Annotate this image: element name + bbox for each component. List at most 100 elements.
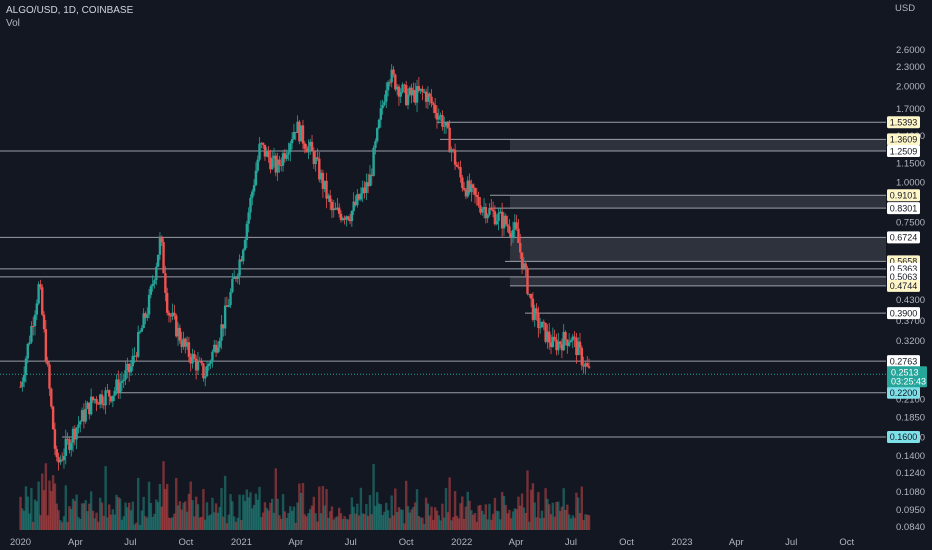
candle-body bbox=[490, 208, 493, 210]
candle-body bbox=[576, 341, 580, 356]
candle-body bbox=[548, 331, 551, 343]
candle-body bbox=[66, 438, 69, 440]
candle-body bbox=[33, 314, 37, 327]
volume-bar bbox=[193, 516, 196, 530]
candle-body bbox=[481, 208, 484, 213]
volume-bar bbox=[138, 524, 142, 530]
volume-bar bbox=[258, 486, 261, 530]
volume-bar bbox=[120, 519, 124, 530]
candle-body bbox=[327, 195, 330, 199]
volume-bar bbox=[280, 518, 283, 530]
candle-body bbox=[106, 390, 109, 392]
candle-body bbox=[328, 195, 332, 202]
volume-bar bbox=[33, 499, 37, 530]
candle-body bbox=[473, 187, 477, 195]
candle-body bbox=[37, 284, 40, 304]
volume-bar bbox=[459, 503, 462, 530]
candle-body bbox=[73, 428, 77, 440]
candle-body bbox=[332, 208, 335, 211]
candle-body bbox=[305, 148, 308, 153]
volume-bar bbox=[298, 483, 301, 530]
volume-bar bbox=[486, 519, 489, 530]
candle-body bbox=[196, 361, 200, 371]
volume-bar bbox=[252, 504, 256, 530]
candle-body bbox=[535, 308, 538, 313]
volume-bar bbox=[305, 516, 308, 530]
volume-bar bbox=[44, 463, 48, 530]
volume-bar bbox=[137, 477, 140, 530]
candle-body bbox=[560, 344, 564, 351]
volume-bar bbox=[330, 506, 334, 530]
volume-bar bbox=[97, 521, 100, 530]
candle-body bbox=[256, 159, 259, 171]
candle-body bbox=[397, 86, 401, 97]
candle-body bbox=[359, 193, 363, 200]
volume-bar bbox=[510, 518, 513, 530]
candle-body bbox=[337, 207, 341, 214]
volume-bar bbox=[372, 463, 375, 530]
volume-bar bbox=[504, 504, 507, 530]
candle-body bbox=[283, 153, 287, 159]
candle-body bbox=[423, 91, 426, 93]
price-axis-tick-label: 0.1240 bbox=[896, 468, 925, 479]
candle-body bbox=[408, 87, 412, 95]
volume-bar bbox=[443, 517, 446, 530]
candle-body bbox=[156, 254, 160, 267]
volume-bar bbox=[484, 504, 488, 530]
candle-body bbox=[517, 228, 520, 243]
candle-body bbox=[289, 143, 292, 153]
level-price-tag bbox=[887, 431, 920, 444]
candle-body bbox=[184, 338, 187, 347]
candle-body bbox=[432, 103, 435, 105]
volume-bar bbox=[363, 514, 366, 530]
time-axis-tick-label: 2020 bbox=[10, 537, 31, 548]
volume-bar bbox=[528, 521, 531, 530]
candle-body bbox=[325, 180, 328, 199]
candle-body bbox=[343, 218, 346, 220]
volume-bar bbox=[573, 517, 576, 530]
candle-body bbox=[386, 82, 390, 91]
volume-bar bbox=[490, 519, 493, 530]
level-price-label: 0.8301 bbox=[890, 203, 918, 213]
candle-body bbox=[216, 347, 220, 353]
candle-body bbox=[401, 84, 404, 93]
candle-body bbox=[497, 213, 500, 222]
volume-bar bbox=[439, 520, 442, 530]
volume-bar bbox=[292, 506, 296, 530]
candle-body bbox=[115, 379, 118, 391]
candle-body bbox=[214, 344, 218, 353]
time-axis-tick-label: Apr bbox=[288, 537, 303, 548]
volume-bar bbox=[207, 515, 211, 530]
candle-body bbox=[455, 164, 459, 167]
candle-body bbox=[39, 284, 42, 288]
time-axis-tick-label: Oct bbox=[619, 537, 634, 548]
candle-body bbox=[372, 148, 375, 176]
volume-bar bbox=[115, 494, 118, 530]
volume-bar bbox=[517, 496, 520, 530]
volume-bar bbox=[453, 491, 457, 530]
candle-body bbox=[231, 278, 234, 292]
volume-bar bbox=[381, 514, 384, 530]
price-axis-tick-label: 0.1850 bbox=[896, 412, 925, 423]
candle-body bbox=[144, 313, 147, 318]
volume-bar bbox=[108, 504, 111, 530]
volume-bar bbox=[267, 510, 270, 530]
level-price-label: 0.2200 bbox=[890, 388, 918, 398]
volume-bar bbox=[435, 510, 439, 530]
volume-bar bbox=[283, 511, 287, 530]
candle-body bbox=[95, 399, 98, 404]
volume-bar bbox=[200, 516, 203, 530]
candle-body bbox=[120, 381, 124, 383]
volume-bar bbox=[337, 507, 341, 530]
volume-bar bbox=[388, 518, 392, 530]
volume-bar bbox=[254, 493, 258, 530]
candle-body bbox=[70, 442, 73, 450]
candle-body bbox=[584, 363, 587, 367]
level-price-tag bbox=[887, 189, 920, 202]
candle-body bbox=[86, 402, 89, 409]
volume-bar bbox=[553, 516, 556, 530]
candle-body bbox=[189, 356, 192, 364]
volume-bar bbox=[165, 484, 169, 530]
